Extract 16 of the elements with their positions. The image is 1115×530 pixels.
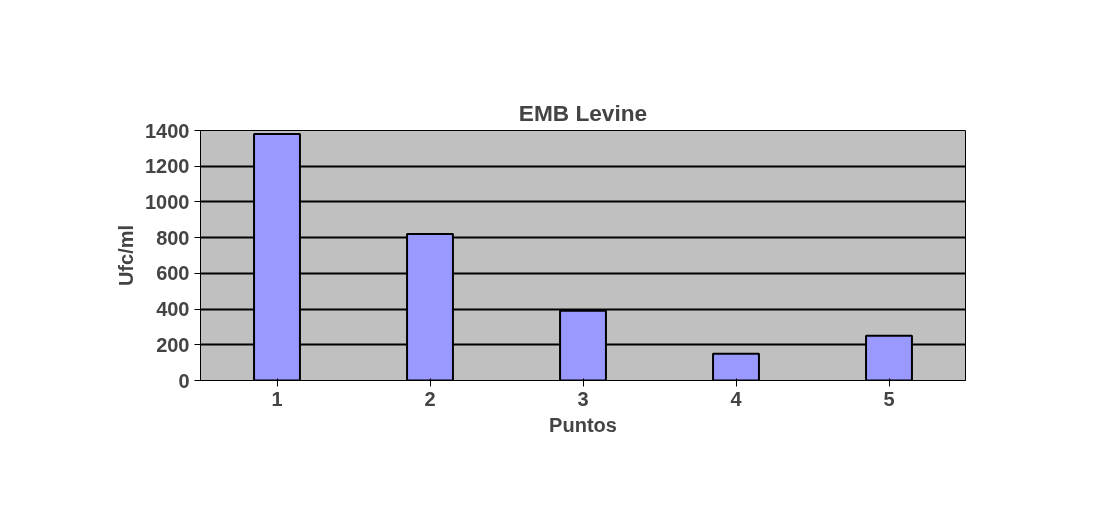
y-axis-title: Ufc/ml [115,224,138,287]
y-tick-label: 1400 [145,119,190,142]
y-tick-label: 0 [178,369,190,392]
y-tick-label: 1000 [145,190,190,213]
x-axis-title: Puntos [549,413,617,436]
y-tick-label: 200 [156,333,190,356]
x-tick-label: 1 [271,387,283,410]
y-tick-label: 600 [156,262,190,285]
x-tick-label: 5 [883,387,895,410]
y-tick-label: 1200 [145,155,190,178]
x-tick-label: 2 [424,387,436,410]
y-tick-label: 800 [156,226,190,249]
x-tick-label: 3 [577,387,589,410]
x-tick-label: 4 [730,387,743,410]
y-tick-label: 400 [156,298,190,321]
chart-title: EMB Levine [518,99,648,126]
